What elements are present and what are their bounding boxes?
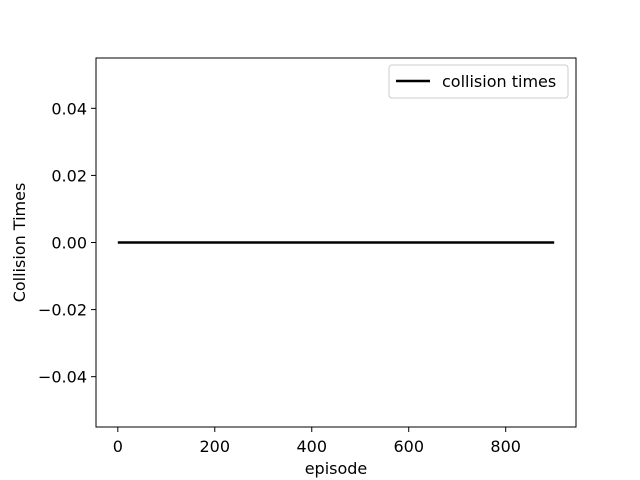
y-tick-label: −0.04: [38, 368, 87, 387]
x-axis: 0 200 400 600 800: [113, 427, 521, 456]
x-tick-label: 400: [296, 437, 327, 456]
x-axis-label: episode: [305, 459, 368, 478]
y-tick-label: 0.02: [51, 166, 87, 185]
y-tick-label: 0.04: [51, 99, 87, 118]
x-tick-label: 600: [393, 437, 424, 456]
legend: collision times: [388, 64, 569, 99]
y-tick-label: 0.00: [51, 234, 87, 253]
y-axis-label: Collision Times: [10, 183, 29, 303]
legend-label-collision-times: collision times: [442, 72, 556, 91]
x-tick-label: 0: [113, 437, 123, 456]
y-tick-label: −0.02: [38, 301, 87, 320]
legend-box: [388, 64, 569, 99]
axes-frame: [95, 57, 577, 428]
x-tick-label: 200: [200, 437, 231, 456]
y-axis: 0.04 0.02 0.00 −0.02 −0.04: [38, 99, 96, 387]
x-tick-label: 800: [490, 437, 521, 456]
